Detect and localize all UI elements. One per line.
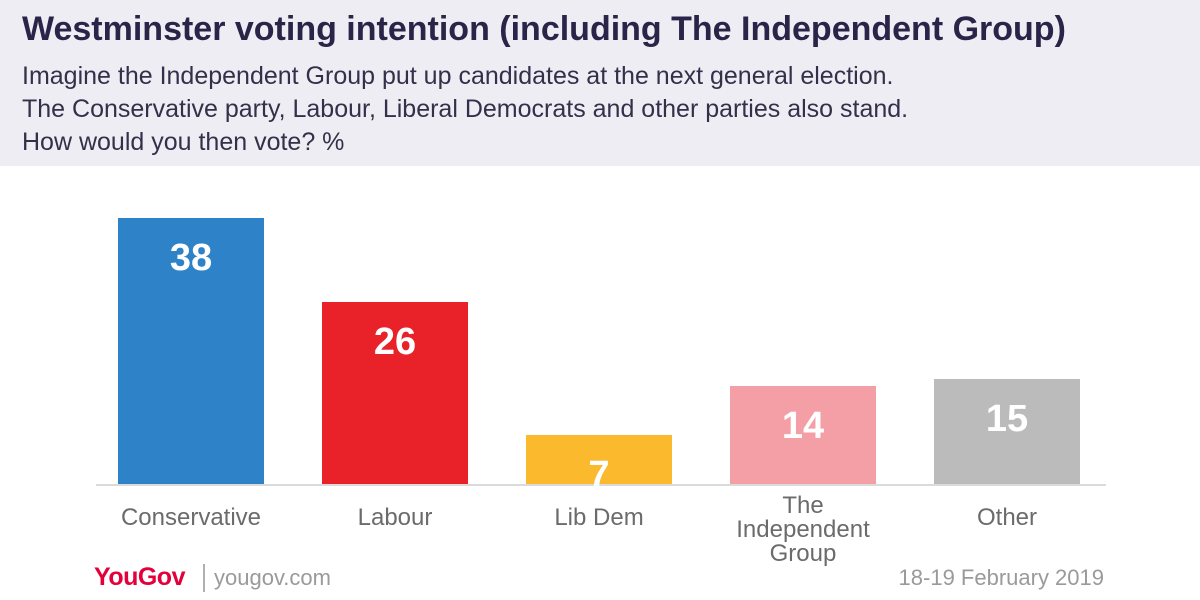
category-label-1-line-0: Labour xyxy=(358,504,433,531)
category-label-4-line-0: Other xyxy=(977,504,1037,531)
category-label-4: Other xyxy=(977,504,1037,531)
header-band: Westminster voting intention (including … xyxy=(0,0,1200,166)
category-label-3-line-2: Group xyxy=(770,540,837,566)
category-label-0: Conservative xyxy=(121,504,261,531)
chart-title: Westminster voting intention (including … xyxy=(22,10,1066,48)
data-label-2: 7 xyxy=(588,454,609,496)
category-label-1: Labour xyxy=(358,504,433,531)
category-label-2-line-0: Lib Dem xyxy=(554,504,643,531)
subtitle-line-3: How would you then vote? % xyxy=(22,128,345,156)
bar-4 xyxy=(934,379,1080,484)
data-label-3: 14 xyxy=(782,405,824,447)
bar-0 xyxy=(118,218,264,484)
footer-divider xyxy=(203,564,205,592)
footer-date: 18-19 February 2019 xyxy=(898,565,1104,590)
subtitle-line-2: The Conservative party, Labour, Liberal … xyxy=(22,95,909,123)
category-label-2: Lib Dem xyxy=(554,504,643,531)
data-label-1: 26 xyxy=(374,321,416,363)
bar-3 xyxy=(730,386,876,484)
category-label-0-line-0: Conservative xyxy=(121,504,261,531)
category-label-3-line-1: Independent xyxy=(736,516,870,543)
data-label-4: 15 xyxy=(986,398,1028,440)
category-label-3: The Independent Group xyxy=(736,492,870,566)
yougov-logo: YouGov xyxy=(94,563,185,591)
bar-1 xyxy=(322,302,468,484)
subtitle-line-1: Imagine the Independent Group put up can… xyxy=(22,62,894,90)
bar-chart: 38 Conservative 26 Labour 7 Lib Dem 14 The Indep… xyxy=(96,218,1106,566)
data-label-0: 38 xyxy=(170,237,212,279)
category-label-3-line-0: The xyxy=(782,492,823,519)
footer-site-link[interactable]: yougov.com xyxy=(214,565,331,590)
bar-2 xyxy=(526,435,672,484)
